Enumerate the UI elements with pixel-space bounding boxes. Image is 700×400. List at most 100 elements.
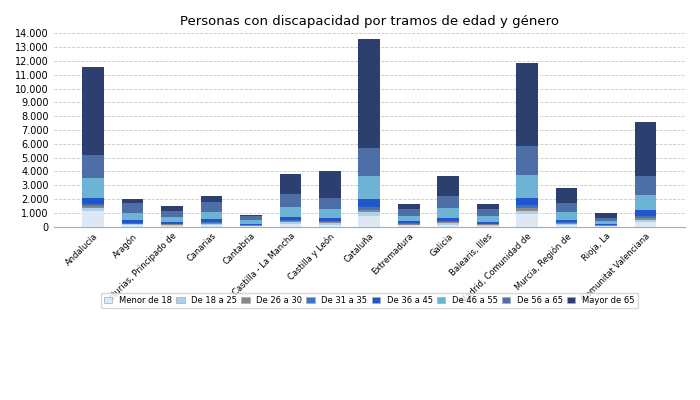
Bar [517, 206, 538, 208]
Bar [517, 208, 538, 211]
Bar [122, 223, 144, 224]
Bar [517, 175, 538, 198]
Bar [635, 122, 657, 176]
Bar [319, 222, 341, 223]
Bar [556, 212, 578, 220]
Bar [358, 216, 380, 227]
Bar [556, 224, 578, 225]
Bar [83, 198, 104, 204]
Legend: Menor de 18, De 18 a 25, De 26 a 30, De 31 a 35, De 36 a 45, De 46 a 55, De 56 a: Menor de 18, De 18 a 25, De 26 a 30, De … [101, 293, 638, 308]
Bar [556, 188, 578, 203]
Bar [398, 224, 419, 225]
Bar [438, 224, 459, 227]
Bar [319, 218, 341, 221]
Bar [517, 198, 538, 206]
Bar [279, 221, 301, 222]
Bar [517, 214, 538, 227]
Bar [201, 196, 223, 202]
Bar [477, 226, 498, 227]
Bar [635, 195, 657, 210]
Bar [319, 223, 341, 224]
Bar [635, 222, 657, 227]
Bar [398, 209, 419, 216]
Bar [240, 220, 262, 224]
Bar [477, 222, 498, 224]
Bar [122, 199, 144, 203]
Bar [398, 225, 419, 227]
Bar [556, 220, 578, 222]
Bar [438, 208, 459, 218]
Bar [398, 222, 419, 223]
Bar [358, 39, 380, 148]
Bar [517, 146, 538, 175]
Bar [83, 212, 104, 227]
Bar [279, 222, 301, 224]
Bar [201, 202, 223, 212]
Bar [556, 223, 578, 224]
Bar [319, 224, 341, 227]
Bar [122, 225, 144, 227]
Bar [319, 209, 341, 218]
Bar [398, 223, 419, 224]
Bar [517, 211, 538, 214]
Bar [438, 221, 459, 222]
Bar [83, 208, 104, 212]
Bar [319, 171, 341, 198]
Bar [635, 216, 657, 218]
Bar [240, 214, 262, 216]
Title: Personas con discapacidad por tramos de edad y género: Personas con discapacidad por tramos de … [180, 15, 559, 28]
Bar [556, 222, 578, 223]
Bar [240, 226, 262, 227]
Bar [438, 222, 459, 223]
Bar [279, 194, 301, 206]
Bar [161, 211, 183, 217]
Bar [279, 217, 301, 220]
Bar [83, 155, 104, 178]
Bar [595, 224, 617, 225]
Bar [477, 225, 498, 226]
Bar [398, 216, 419, 222]
Bar [398, 204, 419, 209]
Bar [477, 224, 498, 225]
Bar [358, 148, 380, 176]
Bar [122, 213, 144, 220]
Bar [319, 198, 341, 209]
Bar [161, 217, 183, 222]
Bar [122, 203, 144, 213]
Bar [240, 216, 262, 220]
Bar [161, 225, 183, 226]
Bar [438, 218, 459, 221]
Bar [635, 176, 657, 195]
Bar [556, 225, 578, 227]
Bar [477, 204, 498, 210]
Bar [279, 220, 301, 221]
Bar [83, 206, 104, 208]
Bar [161, 226, 183, 227]
Bar [279, 224, 301, 227]
Bar [477, 216, 498, 222]
Bar [358, 212, 380, 216]
Bar [517, 63, 538, 146]
Bar [477, 210, 498, 216]
Bar [595, 222, 617, 224]
Bar [279, 206, 301, 217]
Bar [201, 222, 223, 223]
Bar [201, 212, 223, 220]
Bar [161, 206, 183, 211]
Bar [358, 199, 380, 207]
Bar [595, 218, 617, 222]
Bar [319, 221, 341, 222]
Bar [122, 224, 144, 225]
Bar [122, 220, 144, 223]
Bar [83, 67, 104, 155]
Bar [161, 222, 183, 224]
Bar [595, 213, 617, 218]
Bar [358, 176, 380, 199]
Bar [161, 224, 183, 225]
Bar [595, 226, 617, 227]
Bar [201, 225, 223, 227]
Bar [438, 223, 459, 224]
Bar [201, 224, 223, 225]
Bar [556, 203, 578, 212]
Bar [635, 218, 657, 220]
